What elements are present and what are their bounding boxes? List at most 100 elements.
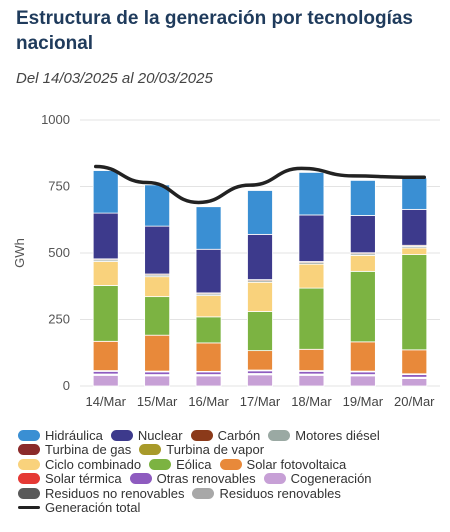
legend-swatch-icon <box>18 429 40 441</box>
legend-swatch-icon <box>18 506 40 510</box>
legend-row: Generación total <box>18 500 448 515</box>
bar-segment-hidr-ulica <box>247 190 273 235</box>
legend-item[interactable]: Cogeneración <box>263 471 372 487</box>
bar-segment-e-lica <box>195 316 222 344</box>
legend-item[interactable]: Residuos no renovables <box>18 486 184 501</box>
legend-item[interactable]: Solar fotovoltaica <box>219 456 347 472</box>
x-tick-label: 18/Mar <box>291 394 332 409</box>
bar-segment-hidr-ulica <box>195 206 222 250</box>
chart-legend: Hidráulica Nuclear Carbón Motores diésel Tur… <box>18 428 448 515</box>
bar-segment-ciclo-combinado <box>349 254 376 272</box>
legend-item[interactable]: Hidráulica <box>18 428 103 443</box>
bar-segment-nuclear <box>401 208 428 246</box>
y-tick-label: 750 <box>48 179 70 194</box>
legend-item[interactable]: Turbina de vapor <box>139 442 264 457</box>
bar-segment-ciclo-combinado <box>298 263 325 289</box>
y-tick-label: 250 <box>48 312 70 327</box>
bar-segment-solar-fotovoltaica <box>144 334 171 372</box>
bar-segment-solar-fotovoltaica <box>195 342 222 372</box>
legend-label: Residuos no renovables <box>45 485 185 501</box>
legend-item[interactable]: Carbón <box>190 427 261 443</box>
stacked-bar-chart: 0 250 500 750 1000 GWh 14/Mar 15/Mar 16/Mar 17/Ma… <box>12 112 440 409</box>
legend-swatch-icon <box>268 429 291 441</box>
legend-label: Cogeneración <box>290 471 372 487</box>
legend-swatch-icon <box>263 473 286 485</box>
legend-item[interactable]: Residuos renovables <box>192 485 341 501</box>
bar-segment-e-lica <box>349 270 376 343</box>
legend-item[interactable]: Generación total <box>18 500 140 515</box>
legend-item[interactable]: Eólica <box>149 456 212 472</box>
bar-segment-solar-fotovoltaica <box>349 341 376 372</box>
bar-segment-cogeneraci-n <box>349 375 376 387</box>
x-tick-label: 16/Mar <box>188 394 229 409</box>
legend-label: Otras renovables <box>156 471 256 487</box>
bar-segment-hidr-ulica <box>298 172 325 216</box>
legend-label: Turbina de gas <box>45 442 132 458</box>
bar-segment-ciclo-combinado <box>144 276 171 298</box>
legend-item[interactable]: Nuclear <box>110 428 183 443</box>
bar-segment-nuclear <box>298 214 325 262</box>
bar-segment-cogeneraci-n <box>401 378 428 387</box>
legend-swatch-icon <box>129 473 152 485</box>
legend-swatch-icon <box>18 458 40 470</box>
legend-item[interactable]: Otras renovables <box>129 471 256 487</box>
legend-label: Turbina de vapor <box>166 442 265 458</box>
bar-segment-cogeneraci-n <box>195 375 222 387</box>
bar-segment-hidr-ulica <box>92 170 119 214</box>
x-tick-label: 20/Mar <box>394 394 435 409</box>
total-generation-line <box>93 164 427 205</box>
legend-label: Eólica <box>176 456 212 472</box>
legend-row: Ciclo combinado Eólica Solar fotovoltaica <box>18 457 448 472</box>
bar-segment-ciclo-combinado <box>195 295 222 318</box>
bar-segment-nuclear <box>349 215 376 254</box>
legend-swatch-icon <box>219 458 242 470</box>
legend-swatch-icon <box>139 444 162 456</box>
legend-label: Motores diésel <box>295 427 380 443</box>
bar-segment-e-lica <box>144 296 171 336</box>
bar-segment-e-lica <box>92 285 119 342</box>
bar-segment-solar-fotovoltaica <box>298 348 325 371</box>
x-tick-label: 15/Mar <box>137 394 178 409</box>
chart-title: Estructura de la generación por tecnolog… <box>16 8 413 54</box>
bar-segment-solar-fotovoltaica <box>92 340 119 371</box>
legend-swatch-icon <box>192 487 215 499</box>
legend-item[interactable]: Motores diésel <box>268 428 380 443</box>
bar-segment-e-lica <box>401 254 428 351</box>
legend-swatch-icon <box>18 444 40 456</box>
legend-swatch-icon <box>110 429 133 441</box>
legend-label: Carbón <box>217 427 261 443</box>
bar-segment-hidr-ulica <box>144 184 171 227</box>
bar-segment-nuclear <box>195 248 222 294</box>
y-tick-label: 500 <box>48 245 70 260</box>
legend-label: Residuos renovables <box>219 485 341 501</box>
legend-item[interactable]: Solar térmica <box>18 471 122 486</box>
bar-segment-cogeneraci-n <box>144 375 171 387</box>
legend-swatch-icon <box>149 458 172 470</box>
legend-label: Generación total <box>45 500 141 516</box>
x-tick-label: 19/Mar <box>343 394 384 409</box>
legend-label: Solar fotovoltaica <box>246 456 347 472</box>
bar-segment-nuclear <box>92 212 119 260</box>
bar-segment-e-lica <box>298 287 325 350</box>
x-tick-label: 17/Mar <box>240 394 281 409</box>
x-tick-label: 14/Mar <box>85 394 126 409</box>
legend-item[interactable]: Ciclo combinado <box>18 457 141 472</box>
legend-item[interactable]: Turbina de gas <box>18 442 131 457</box>
legend-row: Solar térmica Otras renovables Cogeneració… <box>18 471 448 487</box>
bar-segment-hidr-ulica <box>401 177 428 210</box>
bar-segment-solar-fotovoltaica <box>401 349 428 375</box>
y-tick-label: 1000 <box>41 112 70 127</box>
bar-segment-solar-fotovoltaica <box>247 350 273 371</box>
bar-segment-cogeneraci-n <box>298 374 325 387</box>
bar-segment-hidr-ulica <box>349 179 376 216</box>
bar-segment-ciclo-combinado <box>92 261 119 286</box>
legend-row: Hidráulica Nuclear Carbón Motores diésel <box>18 428 448 443</box>
legend-swatch-icon <box>18 487 40 499</box>
y-tick-label: 0 <box>63 378 70 393</box>
bar-segment-cogeneraci-n <box>247 374 273 387</box>
legend-label: Solar térmica <box>45 471 122 487</box>
y-axis-label: GWh <box>12 238 27 268</box>
bar-segment-nuclear <box>247 233 273 281</box>
chart-subtitle: Del 14/03/2025 al 20/03/2025 <box>16 70 213 87</box>
legend-swatch-icon <box>18 473 40 485</box>
